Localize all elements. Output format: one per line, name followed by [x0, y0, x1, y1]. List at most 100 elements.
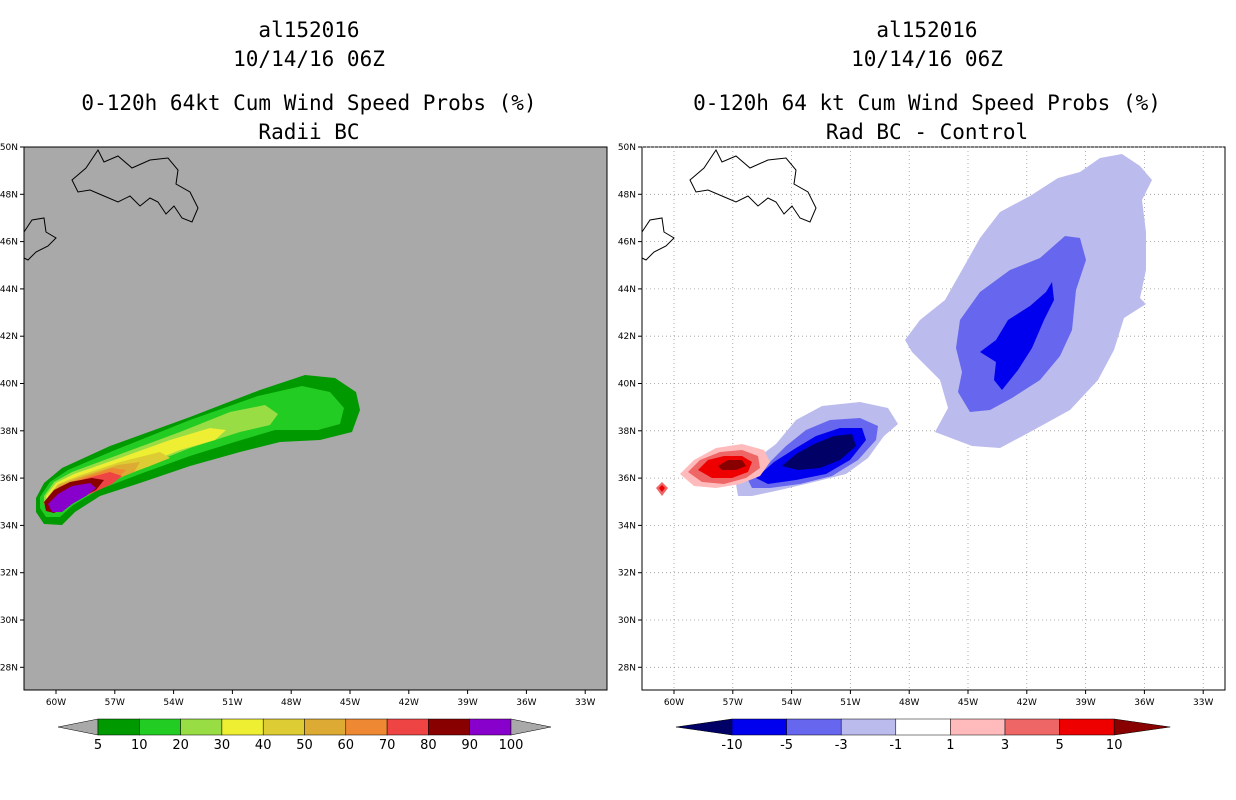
left-legend-label: 80 — [420, 738, 437, 753]
right-legend-label: -5 — [780, 738, 793, 753]
right-lon-label: 60W — [664, 698, 684, 708]
right-lat-label: 40N — [618, 380, 636, 390]
left-legend-label: 70 — [379, 738, 396, 753]
left-lon-label: 36W — [516, 698, 536, 708]
left-lat-label: 30N — [0, 616, 18, 626]
left-legend-swatch — [469, 718, 512, 736]
right-lat-label: 44N — [618, 285, 636, 295]
right-lat-label: 32N — [618, 569, 636, 579]
right-legend-label: 1 — [946, 738, 954, 753]
right-lat-label: 34N — [618, 521, 636, 531]
left-legend-label: 90 — [461, 738, 478, 753]
right-legend-label: -1 — [889, 738, 902, 753]
left-legend-label: 10 — [131, 738, 148, 753]
left-coastline-nova-scotia — [23, 217, 57, 261]
left-legend-swatch — [304, 718, 347, 736]
left-lon-label: 39W — [457, 698, 477, 708]
left-lat-label: 28N — [0, 663, 18, 673]
left-legend-swatch — [139, 718, 181, 736]
right-lat-label: 46N — [618, 238, 636, 248]
right-lat-label: 30N — [618, 616, 636, 626]
left-lat-label: 46N — [0, 238, 18, 248]
right-legend-swatch — [895, 718, 951, 736]
right-lat-label: 42N — [618, 332, 636, 342]
right-lon-label: 33W — [1193, 698, 1213, 708]
left-lat-label: 50N — [0, 143, 18, 153]
right-legend-label: -3 — [835, 738, 848, 753]
left-legend-low-arrow — [57, 718, 99, 736]
left-lat-label: 42N — [0, 332, 18, 342]
right-lon-label: 51W — [840, 698, 860, 708]
left-legend-swatch — [97, 718, 140, 736]
right-legend-label: -10 — [721, 738, 742, 753]
right-lat-label: 50N — [618, 143, 636, 153]
right-panel-subtitle: Rad BC - Control — [825, 120, 1029, 144]
right-legend-swatch — [786, 718, 842, 736]
left-contour-90 — [48, 483, 96, 512]
right-lat-label: 36N — [618, 474, 636, 484]
left-map: 50N 48N 46N 44N 42N 40N 38N 36N 34N 32N 30N 28N 60W… — [0, 143, 608, 753]
left-lon-label: 60W — [46, 698, 66, 708]
right-legend-swatch — [950, 718, 1006, 736]
right-coastline-newfoundland — [689, 149, 817, 223]
right-lon-label: 57W — [723, 698, 743, 708]
left-legend-label: 40 — [255, 738, 272, 753]
right-lat-label: 28N — [618, 663, 636, 673]
right-lon-label: 45W — [958, 698, 978, 708]
left-legend-swatch — [180, 718, 223, 736]
left-lon-label: 45W — [340, 698, 360, 708]
left-legend-swatch — [428, 718, 470, 736]
left-lon-label: 42W — [399, 698, 419, 708]
left-lon-label: 48W — [281, 698, 301, 708]
left-panel-title: 0-120h 64kt Cum Wind Speed Probs (%) — [81, 91, 537, 115]
left-legend-label: 100 — [499, 738, 524, 753]
right-contour-pos10 — [718, 460, 746, 470]
left-coastline-newfoundland — [71, 149, 199, 223]
left-lat-label: 40N — [0, 380, 18, 390]
right-map: 50N 48N 46N 44N 42N 40N 38N 36N 34N 32N 30N 28N 60W… — [618, 143, 1226, 753]
left-legend-label: 30 — [214, 738, 231, 753]
right-lon-label: 42W — [1017, 698, 1037, 708]
left-panel-datetime: 10/14/16 06Z — [233, 47, 385, 71]
right-contour-neg5-ne — [980, 282, 1054, 390]
left-lon-label: 33W — [575, 698, 595, 708]
right-legend-swatch — [840, 718, 897, 736]
left-lon-label: 54W — [163, 698, 183, 708]
left-legend-high-arrow — [510, 718, 552, 736]
right-panel-title: 0-120h 64 kt Cum Wind Speed Probs (%) — [693, 91, 1161, 115]
left-lat-label: 32N — [0, 569, 18, 579]
left-legend-label: 5 — [94, 738, 102, 753]
left-lat-label: 38N — [0, 427, 18, 437]
right-legend-high-arrow — [1113, 718, 1171, 736]
right-panel-datetime: 10/14/16 06Z — [851, 47, 1003, 71]
right-lon-label: 48W — [899, 698, 919, 708]
left-lat-label: 48N — [0, 190, 18, 200]
left-legend-label: 20 — [172, 738, 189, 753]
left-legend-label: 60 — [338, 738, 355, 753]
left-lat-label: 34N — [0, 521, 18, 531]
right-lon-label: 36W — [1134, 698, 1154, 708]
right-lon-label: 54W — [781, 698, 801, 708]
right-lon-label: 39W — [1075, 698, 1095, 708]
right-legend-label: 5 — [1055, 738, 1063, 753]
right-legend-swatch — [1059, 718, 1115, 736]
left-legend-label: 50 — [296, 738, 313, 753]
left-legend-swatch — [262, 718, 305, 736]
right-legend-label: 3 — [1001, 738, 1009, 753]
left-lat-label: 36N — [0, 474, 18, 484]
right-legend-swatch — [1004, 718, 1060, 736]
right-legend-swatch — [731, 718, 787, 736]
left-contour-30 — [46, 428, 226, 509]
right-contour-neg10-center — [782, 434, 856, 470]
left-panel-subtitle: Radii BC — [258, 120, 360, 144]
right-legend-low-arrow — [675, 718, 733, 736]
left-legend-swatch — [386, 718, 429, 736]
right-lat-label: 38N — [618, 427, 636, 437]
right-legend-label: 10 — [1106, 738, 1123, 753]
right-map-gridlines — [642, 146, 1225, 690]
right-coastline-nova-scotia — [641, 217, 675, 261]
left-lat-label: 44N — [0, 285, 18, 295]
left-legend-swatch — [221, 718, 264, 736]
left-lon-label: 57W — [105, 698, 125, 708]
